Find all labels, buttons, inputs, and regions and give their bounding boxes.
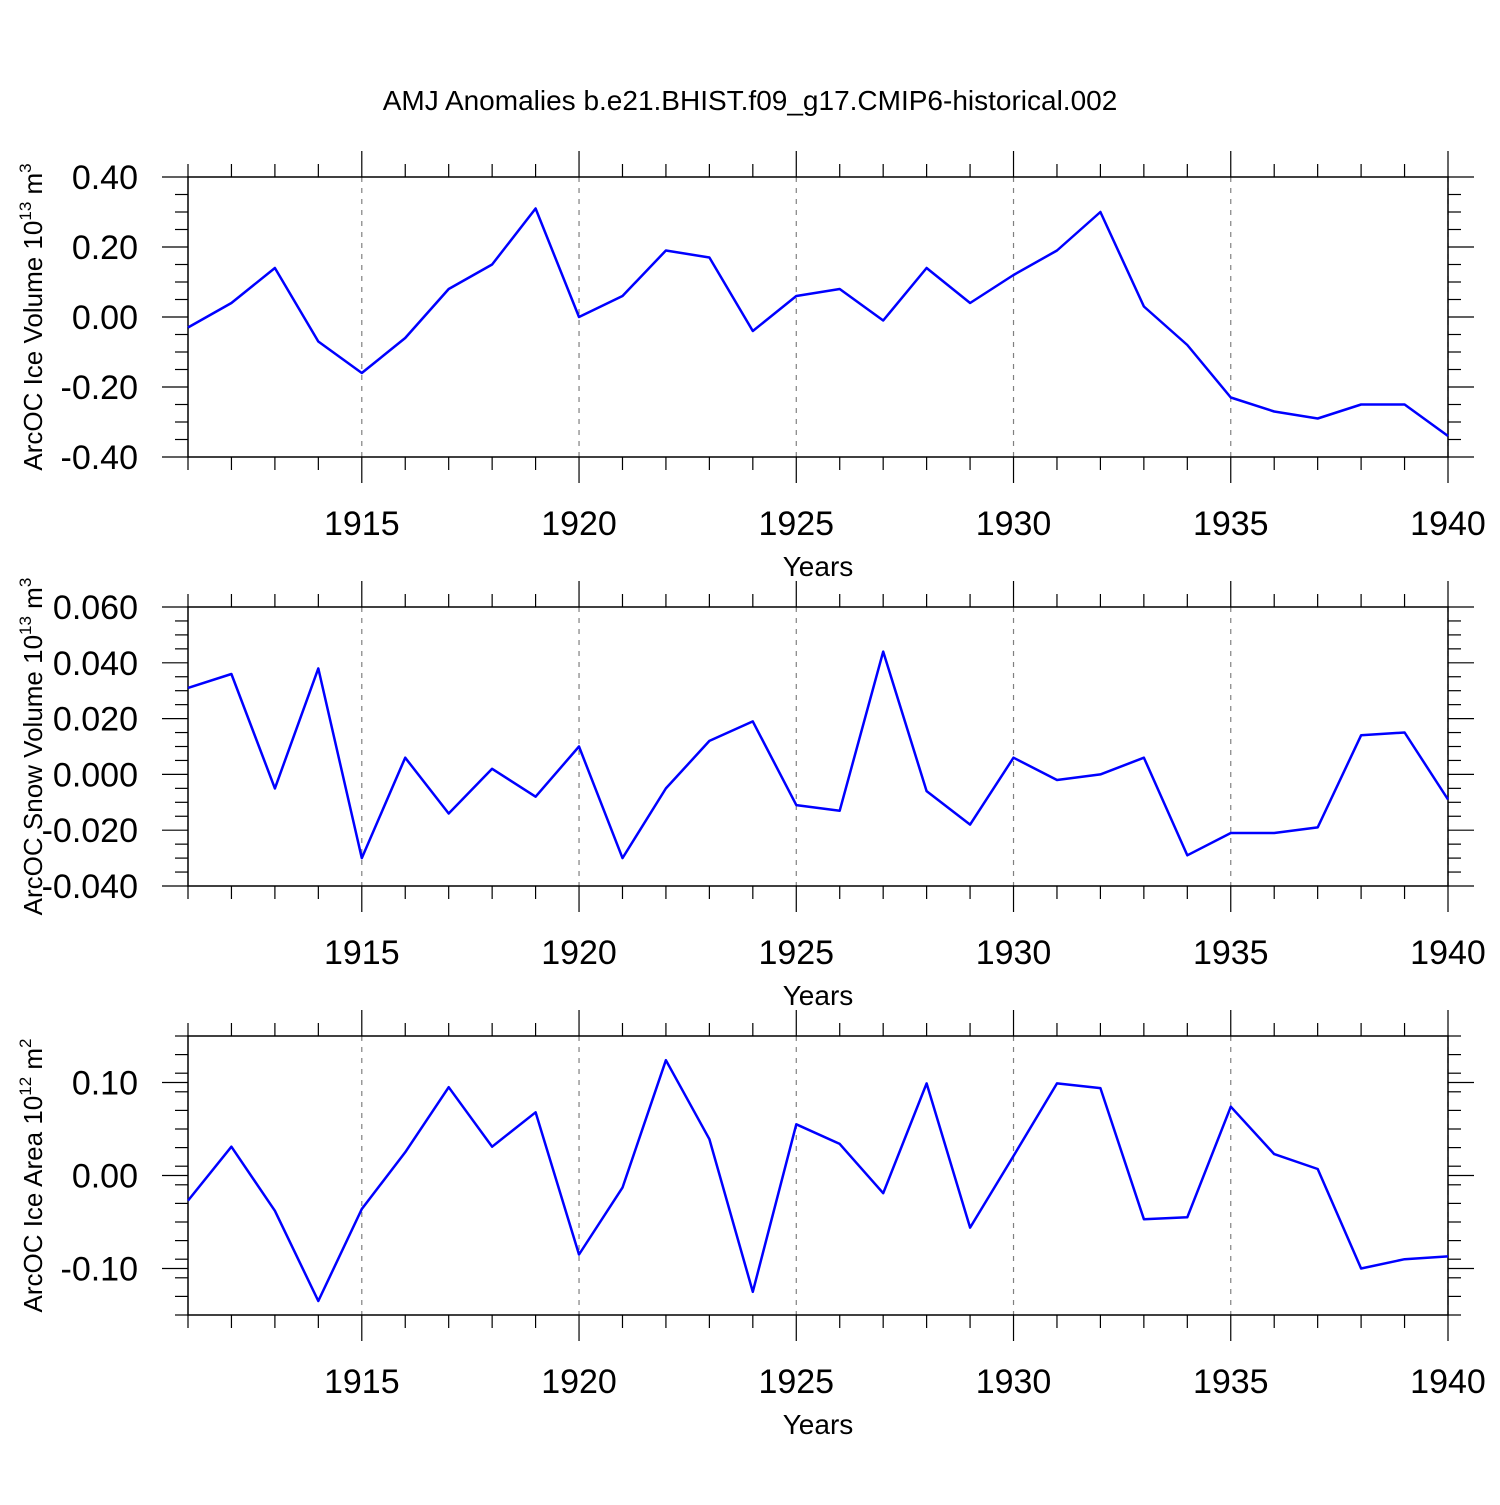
x-tick-label: 1920 [541,505,617,543]
y-tick-label: 0.00 [72,299,138,337]
x-tick-label: 1935 [1193,1363,1269,1401]
x-tick-label: 1925 [758,505,834,543]
x-tick-label: 1920 [541,1363,617,1401]
series-line [187,1058,1449,1303]
x-tick-label: 1915 [324,505,400,543]
x-tick-label: 1930 [976,1363,1052,1401]
y-tick-label: 0.020 [53,701,138,739]
y-axis-label: ArcOC Ice Area 1012 m2 [16,1038,48,1312]
y-tick-label: -0.040 [42,868,138,906]
chart-title: AMJ Anomalies b.e21.BHIST.f09_g17.CMIP6-… [383,85,1118,116]
x-tick-label: 1925 [758,1363,834,1401]
x-tick-label: 1915 [324,1363,400,1401]
plot-frame [187,606,1449,887]
y-axis-label: ArcOC Ice Volume 1013 m3 [16,163,48,470]
y-tick-label: -0.20 [61,369,139,407]
y-tick-label: 0.20 [72,229,138,267]
plot-frame [187,176,1449,458]
panel-ice-volume: 1915 1920 1925 1930 1935 1940 -0.40 -0.20 0.00 0.… [16,151,1486,582]
x-tick-label: 1930 [976,934,1052,972]
x-tick-label: 1920 [541,934,617,972]
panel-snow-volume: 1915 1920 1925 1930 1935 1940 -0.040 -0.020 0.00… [16,578,1486,1011]
x-tick-label: 1930 [976,505,1052,543]
x-tick-label: 1935 [1193,934,1269,972]
x-tick-label: 1940 [1410,1363,1486,1401]
y-tick-label: 0.00 [72,1158,138,1196]
x-tick-label: 1940 [1410,505,1486,543]
x-tick-label: 1935 [1193,505,1269,543]
y-tick-label: 0.10 [72,1065,138,1103]
x-axis-label: Years [783,551,854,582]
y-tick-label: 0.040 [53,645,138,683]
y-axis-label: ArcOC Snow Volume 1013 m3 [16,578,48,916]
x-tick-label: 1915 [324,934,400,972]
panel-ice-area: 1915 1920 1925 1930 1935 1940 -0.10 0.00 0.10 Yea… [16,1010,1486,1440]
y-tick-label: -0.10 [61,1251,139,1289]
y-tick-label: 0.000 [53,756,138,794]
x-axis-label: Years [783,1409,854,1440]
x-tick-label: 1925 [758,934,834,972]
y-tick-label: -0.40 [61,439,139,477]
plot-frame [187,1035,1449,1316]
series-line [187,650,1450,860]
y-tick-label: 0.40 [72,159,138,197]
y-tick-label: -0.020 [42,812,138,850]
x-tick-label: 1940 [1410,934,1486,972]
x-axis-label: Years [783,980,854,1011]
series-line [187,207,1449,438]
y-tick-label: 0.060 [53,589,138,627]
